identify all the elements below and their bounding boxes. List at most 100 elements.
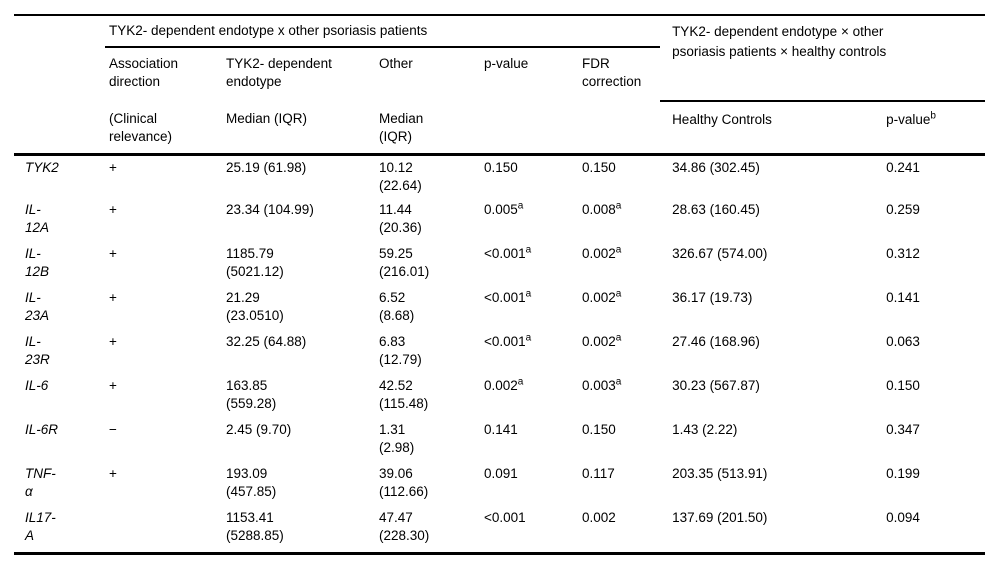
healthy-controls-cell: 326.67 (574.00) (672, 246, 768, 261)
col-header-association-direction: Association direction (109, 56, 179, 89)
healthy-controls-cell: 137.69 (201.50) (660, 506, 881, 555)
left-group-header: TYK2- dependent endotype x other psorias… (105, 14, 661, 48)
gene-cell: TYK2 (25, 159, 59, 175)
sub-header-row-2: (Clinical relevance) Median (IQR) Median… (14, 101, 986, 156)
tyk2-median-cell: 2.45 (9.70) (226, 422, 292, 437)
tyk2-median-cell: 193.09 (457.85) (226, 466, 277, 499)
p-value-cell: 0.150 (484, 159, 518, 175)
p-value-b-cell: 0.094 (880, 506, 986, 555)
col-header-tyk2-median-iqr: Median (IQR) (222, 101, 375, 156)
healthy-controls-cell: 30.23 (567.87) (672, 378, 760, 393)
col-header-p-value: p-value (484, 56, 529, 71)
fdr-cell: 0.150 (582, 159, 616, 175)
col-header-fdr-correction: FDR correction (582, 56, 642, 89)
results-table-container: TYK2- dependent endotype x other psorias… (14, 14, 986, 555)
table-row: IL- 23A + 21.29 (23.0510) 6.52 (8.68) <0… (14, 286, 985, 330)
p-value-cell: 0.002a (484, 376, 524, 393)
col-header-tyk2-endotype: TYK2- dependent endotype (226, 56, 332, 89)
healthy-controls-cell: 1.43 (2.22) (672, 422, 738, 437)
association-cell: + (109, 159, 117, 175)
tyk2-median-cell: 1153.41 (5288.85) (222, 506, 375, 555)
other-median-cell: 42.52 (115.48) (379, 378, 429, 411)
p-value-b-cell: 0.347 (886, 422, 920, 437)
p-value-b-superscript: b (930, 110, 936, 122)
fdr-cell: 0.150 (582, 422, 616, 437)
p-value-b-cell: 0.259 (886, 202, 920, 217)
tyk2-median-cell: 21.29 (23.0510) (226, 290, 284, 323)
p-value-b-cell: 0.312 (886, 246, 920, 261)
table-row: IL17- A 1153.41 (5288.85) 47.47 (228.30)… (14, 506, 986, 555)
col-header-empty-fdr (578, 101, 661, 156)
healthy-controls-cell: 34.86 (302.45) (672, 159, 760, 175)
healthy-controls-cell: 27.46 (168.96) (672, 334, 760, 349)
col-header-empty-p (480, 101, 578, 156)
tyk2-median-cell: 23.34 (104.99) (226, 202, 314, 217)
gene-cell: IL- 12B (25, 246, 50, 279)
col-header-other-median-iqr: Median (IQR) (375, 101, 480, 156)
association-cell: − (109, 422, 117, 437)
p-value-b-cell: 0.063 (886, 334, 920, 349)
other-median-cell: 47.47 (228.30) (375, 506, 480, 555)
fdr-cell: 0.003a (582, 376, 622, 393)
p-value-b-cell: 0.150 (886, 378, 920, 393)
p-value-cell: <0.001 (480, 506, 578, 555)
other-median-cell: 1.31 (2.98) (379, 422, 415, 455)
table-row: TNF- α + 193.09 (457.85) 39.06 (112.66) … (14, 462, 985, 506)
gene-column-header-empty (14, 14, 105, 156)
gene-cell: IL- 23A (25, 290, 50, 323)
fdr-cell: 0.008a (582, 200, 622, 217)
gene-cell: IL- 12A (25, 202, 50, 235)
p-value-cell: 0.005a (484, 200, 524, 217)
fdr-cell: 0.117 (582, 466, 615, 481)
fdr-cell: 0.002a (582, 332, 622, 349)
p-value-b-cell: 0.141 (886, 290, 920, 305)
p-value-b-cell: 0.199 (886, 466, 920, 481)
col-header-p-value-b: p-valueb (880, 101, 986, 156)
other-median-cell: 59.25 (216.01) (379, 246, 430, 279)
col-header-healthy-controls: Healthy Controls (660, 101, 881, 156)
other-median-cell: 39.06 (112.66) (379, 466, 429, 499)
table-row: IL-6R − 2.45 (9.70) 1.31 (2.98) 0.141 0.… (14, 418, 985, 462)
association-cell: + (109, 378, 117, 393)
association-cell (105, 506, 222, 555)
col-header-other: Other (379, 56, 413, 71)
association-cell: + (109, 466, 117, 481)
other-median-cell: 6.52 (8.68) (379, 290, 415, 323)
fdr-cell: 0.002a (582, 288, 622, 305)
gene-cell: IL17- A (14, 506, 105, 555)
table-row: TYK2 + 25.19 (61.98) 10.12 (22.64) 0.150… (14, 154, 985, 198)
table-row: IL- 12A + 23.34 (104.99) 11.44 (20.36) 0… (14, 198, 985, 242)
p-value-cell: 0.091 (484, 466, 518, 481)
col-header-clinical-relevance: (Clinical relevance) (105, 101, 222, 156)
healthy-controls-cell: 28.63 (160.45) (672, 202, 760, 217)
gene-cell: IL-6R (25, 422, 59, 437)
healthy-controls-cell: 36.17 (19.73) (672, 290, 753, 305)
healthy-controls-cell: 203.35 (513.91) (672, 466, 768, 481)
other-median-cell: 6.83 (12.79) (379, 334, 422, 367)
gene-cell: IL- 23R (25, 334, 50, 367)
p-value-cell: 0.141 (484, 422, 518, 437)
table-row: IL-6 + 163.85 (559.28) 42.52 (115.48) 0.… (14, 374, 985, 418)
results-table: TYK2- dependent endotype x other psorias… (14, 14, 986, 555)
fdr-cell: 0.002a (582, 244, 622, 261)
sub-header-row-1: Association direction TYK2- dependent en… (14, 47, 985, 101)
tyk2-median-cell: 1185.79 (5021.12) (226, 246, 284, 279)
tyk2-median-cell: 32.25 (64.88) (226, 334, 307, 349)
other-median-cell: 11.44 (20.36) (379, 202, 422, 235)
right-group-header: TYK2- dependent endotype × other psorias… (660, 14, 986, 102)
other-median-cell: 10.12 (22.64) (379, 159, 422, 193)
group-header-row: TYK2- dependent endotype x other psorias… (14, 14, 986, 156)
p-value-b-cell: 0.241 (886, 159, 920, 175)
gene-cell: IL-6 (25, 378, 49, 393)
p-value-cell: <0.001a (484, 244, 532, 261)
association-cell: + (109, 334, 117, 349)
association-cell: + (109, 202, 117, 217)
table-row: IL- 23R + 32.25 (64.88) 6.83 (12.79) <0.… (14, 330, 985, 374)
p-value-cell: <0.001a (484, 288, 532, 305)
association-cell: + (109, 290, 117, 305)
table-row: IL- 12B + 1185.79 (5021.12) 59.25 (216.0… (14, 242, 985, 286)
p-value-b-label: p-value (886, 112, 931, 127)
tyk2-median-cell: 163.85 (559.28) (226, 378, 277, 411)
association-cell: + (109, 246, 117, 261)
